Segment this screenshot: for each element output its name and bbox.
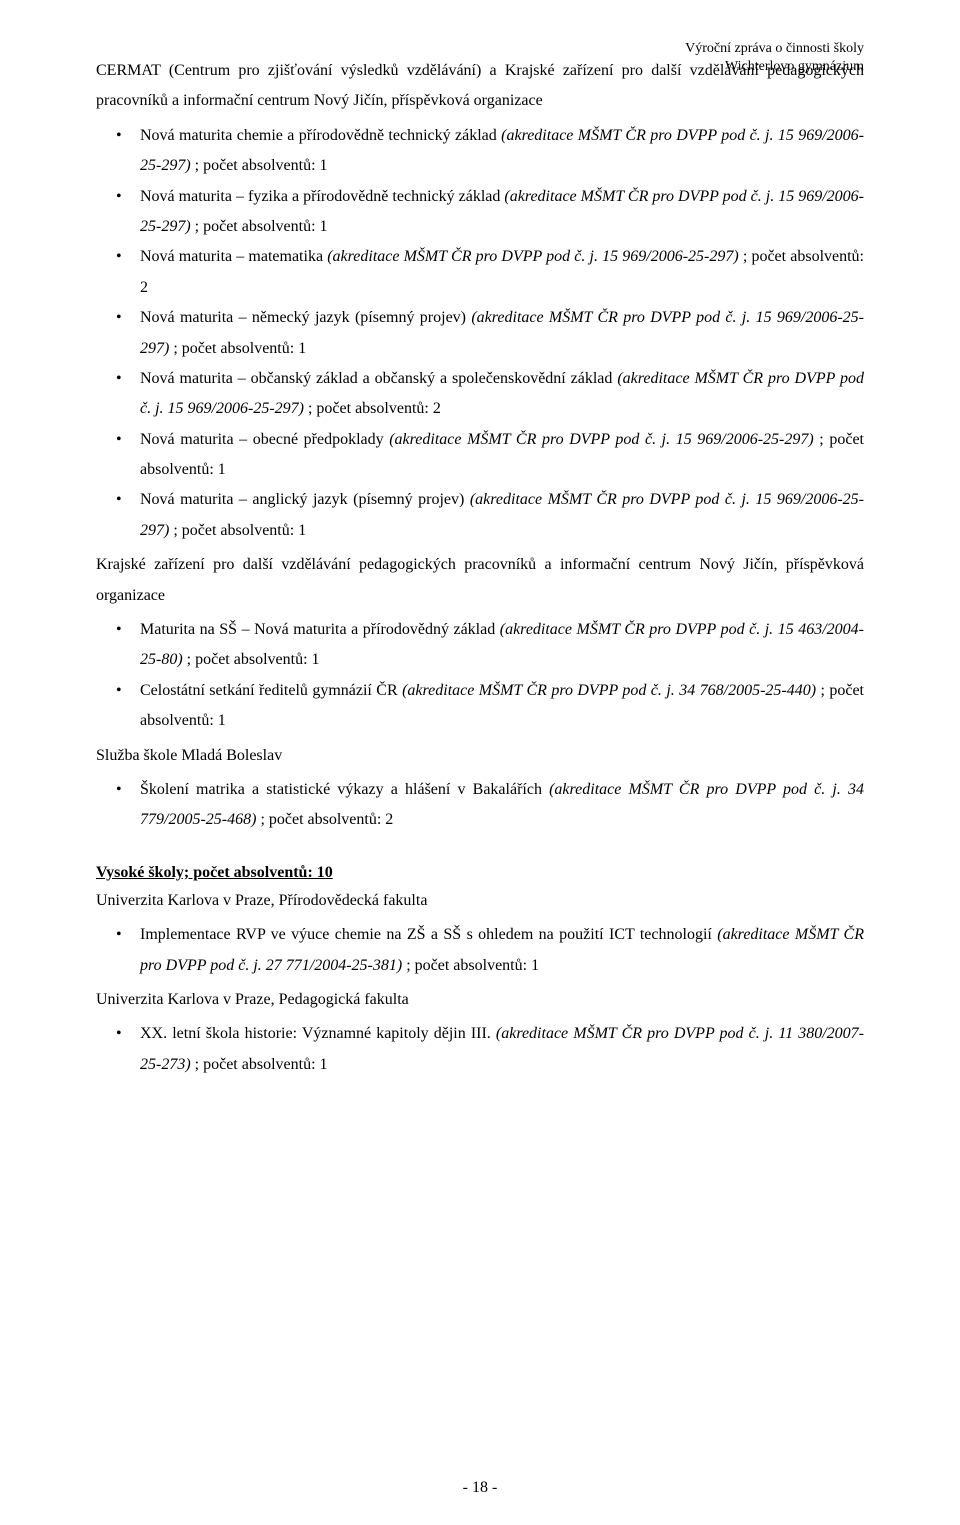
item-accreditation: (akreditace MŠMT ČR pro DVPP pod č. j. 3… — [402, 682, 816, 699]
item-text: Nová maturita chemie a přírodovědně tech… — [140, 127, 501, 144]
header-line-1: Výroční zpráva o činnosti školy — [685, 40, 864, 58]
item-text: Školení matrika a statistické výkazy a h… — [140, 781, 549, 798]
item-tail: ; počet absolventů: 1 — [191, 157, 328, 174]
item-text: Nová maturita – matematika — [140, 248, 327, 265]
bullet-list-4: Implementace RVP ve výuce chemie na ZŠ a… — [96, 920, 864, 981]
page-number: - 18 - — [0, 1479, 960, 1497]
list-item: Školení matrika a statistické výkazy a h… — [96, 775, 864, 836]
mid-paragraph-2: Služba škole Mladá Boleslav — [96, 741, 864, 771]
item-text: XX. letní škola historie: Významné kapit… — [140, 1025, 496, 1042]
page-header-right: Výroční zpráva o činnosti školy Wichterl… — [685, 40, 864, 75]
item-text: Nová maturita – obecné předpoklady — [140, 431, 389, 448]
item-tail: ; počet absolventů: 2 — [304, 400, 441, 417]
list-item: XX. letní škola historie: Významné kapit… — [96, 1019, 864, 1080]
item-text: Maturita na SŠ – Nová maturita a přírodo… — [140, 621, 500, 638]
list-item: Celostátní setkání ředitelů gymnázií ČR … — [96, 676, 864, 737]
item-accreditation: (akreditace MŠMT ČR pro DVPP pod č. j. 1… — [389, 431, 814, 448]
subheading-1: Univerzita Karlova v Praze, Přírodovědec… — [96, 886, 864, 916]
item-tail: ; počet absolventů: 1 — [191, 218, 328, 235]
item-text: Nová maturita – občanský základ a občans… — [140, 370, 617, 387]
item-tail: ; počet absolventů: 1 — [169, 340, 306, 357]
item-tail: ; počet absolventů: 1 — [169, 522, 306, 539]
list-item: Nová maturita – matematika (akreditace M… — [96, 242, 864, 303]
list-item: Nová maturita – občanský základ a občans… — [96, 364, 864, 425]
section-heading: Vysoké školy; počet absolventů: 10 — [96, 864, 864, 882]
item-tail: ; počet absolventů: 2 — [256, 811, 393, 828]
list-item: Nová maturita – německý jazyk (písemný p… — [96, 303, 864, 364]
document-page: Výroční zpráva o činnosti školy Wichterl… — [0, 0, 960, 1525]
header-line-2: Wichterlovo gymnázium — [685, 58, 864, 76]
item-text: Implementace RVP ve výuce chemie na ZŠ a… — [140, 926, 717, 943]
list-item: Nová maturita – fyzika a přírodovědně te… — [96, 182, 864, 243]
item-tail: ; počet absolventů: 1 — [402, 957, 539, 974]
bullet-list-3: Školení matrika a statistické výkazy a h… — [96, 775, 864, 836]
list-item: Maturita na SŠ – Nová maturita a přírodo… — [96, 615, 864, 676]
item-text: Nová maturita – anglický jazyk (písemný … — [140, 491, 470, 508]
bullet-list-2: Maturita na SŠ – Nová maturita a přírodo… — [96, 615, 864, 737]
list-item: Nová maturita – anglický jazyk (písemný … — [96, 485, 864, 546]
mid-paragraph-1: Krajské zařízení pro další vzdělávání pe… — [96, 550, 864, 611]
subheading-2: Univerzita Karlova v Praze, Pedagogická … — [96, 985, 864, 1015]
item-accreditation: (akreditace MŠMT ČR pro DVPP pod č. j. 1… — [327, 248, 739, 265]
list-item: Nová maturita – obecné předpoklady (akre… — [96, 425, 864, 486]
list-item: Nová maturita chemie a přírodovědně tech… — [96, 121, 864, 182]
item-text: Celostátní setkání ředitelů gymnázií ČR — [140, 682, 402, 699]
list-item: Implementace RVP ve výuce chemie na ZŠ a… — [96, 920, 864, 981]
item-text: Nová maturita – fyzika a přírodovědně te… — [140, 188, 504, 205]
item-text: Nová maturita – německý jazyk (písemný p… — [140, 309, 471, 326]
item-tail: ; počet absolventů: 1 — [183, 651, 320, 668]
bullet-list-1: Nová maturita chemie a přírodovědně tech… — [96, 121, 864, 546]
item-tail: ; počet absolventů: 1 — [191, 1056, 328, 1073]
bullet-list-5: XX. letní škola historie: Významné kapit… — [96, 1019, 864, 1080]
